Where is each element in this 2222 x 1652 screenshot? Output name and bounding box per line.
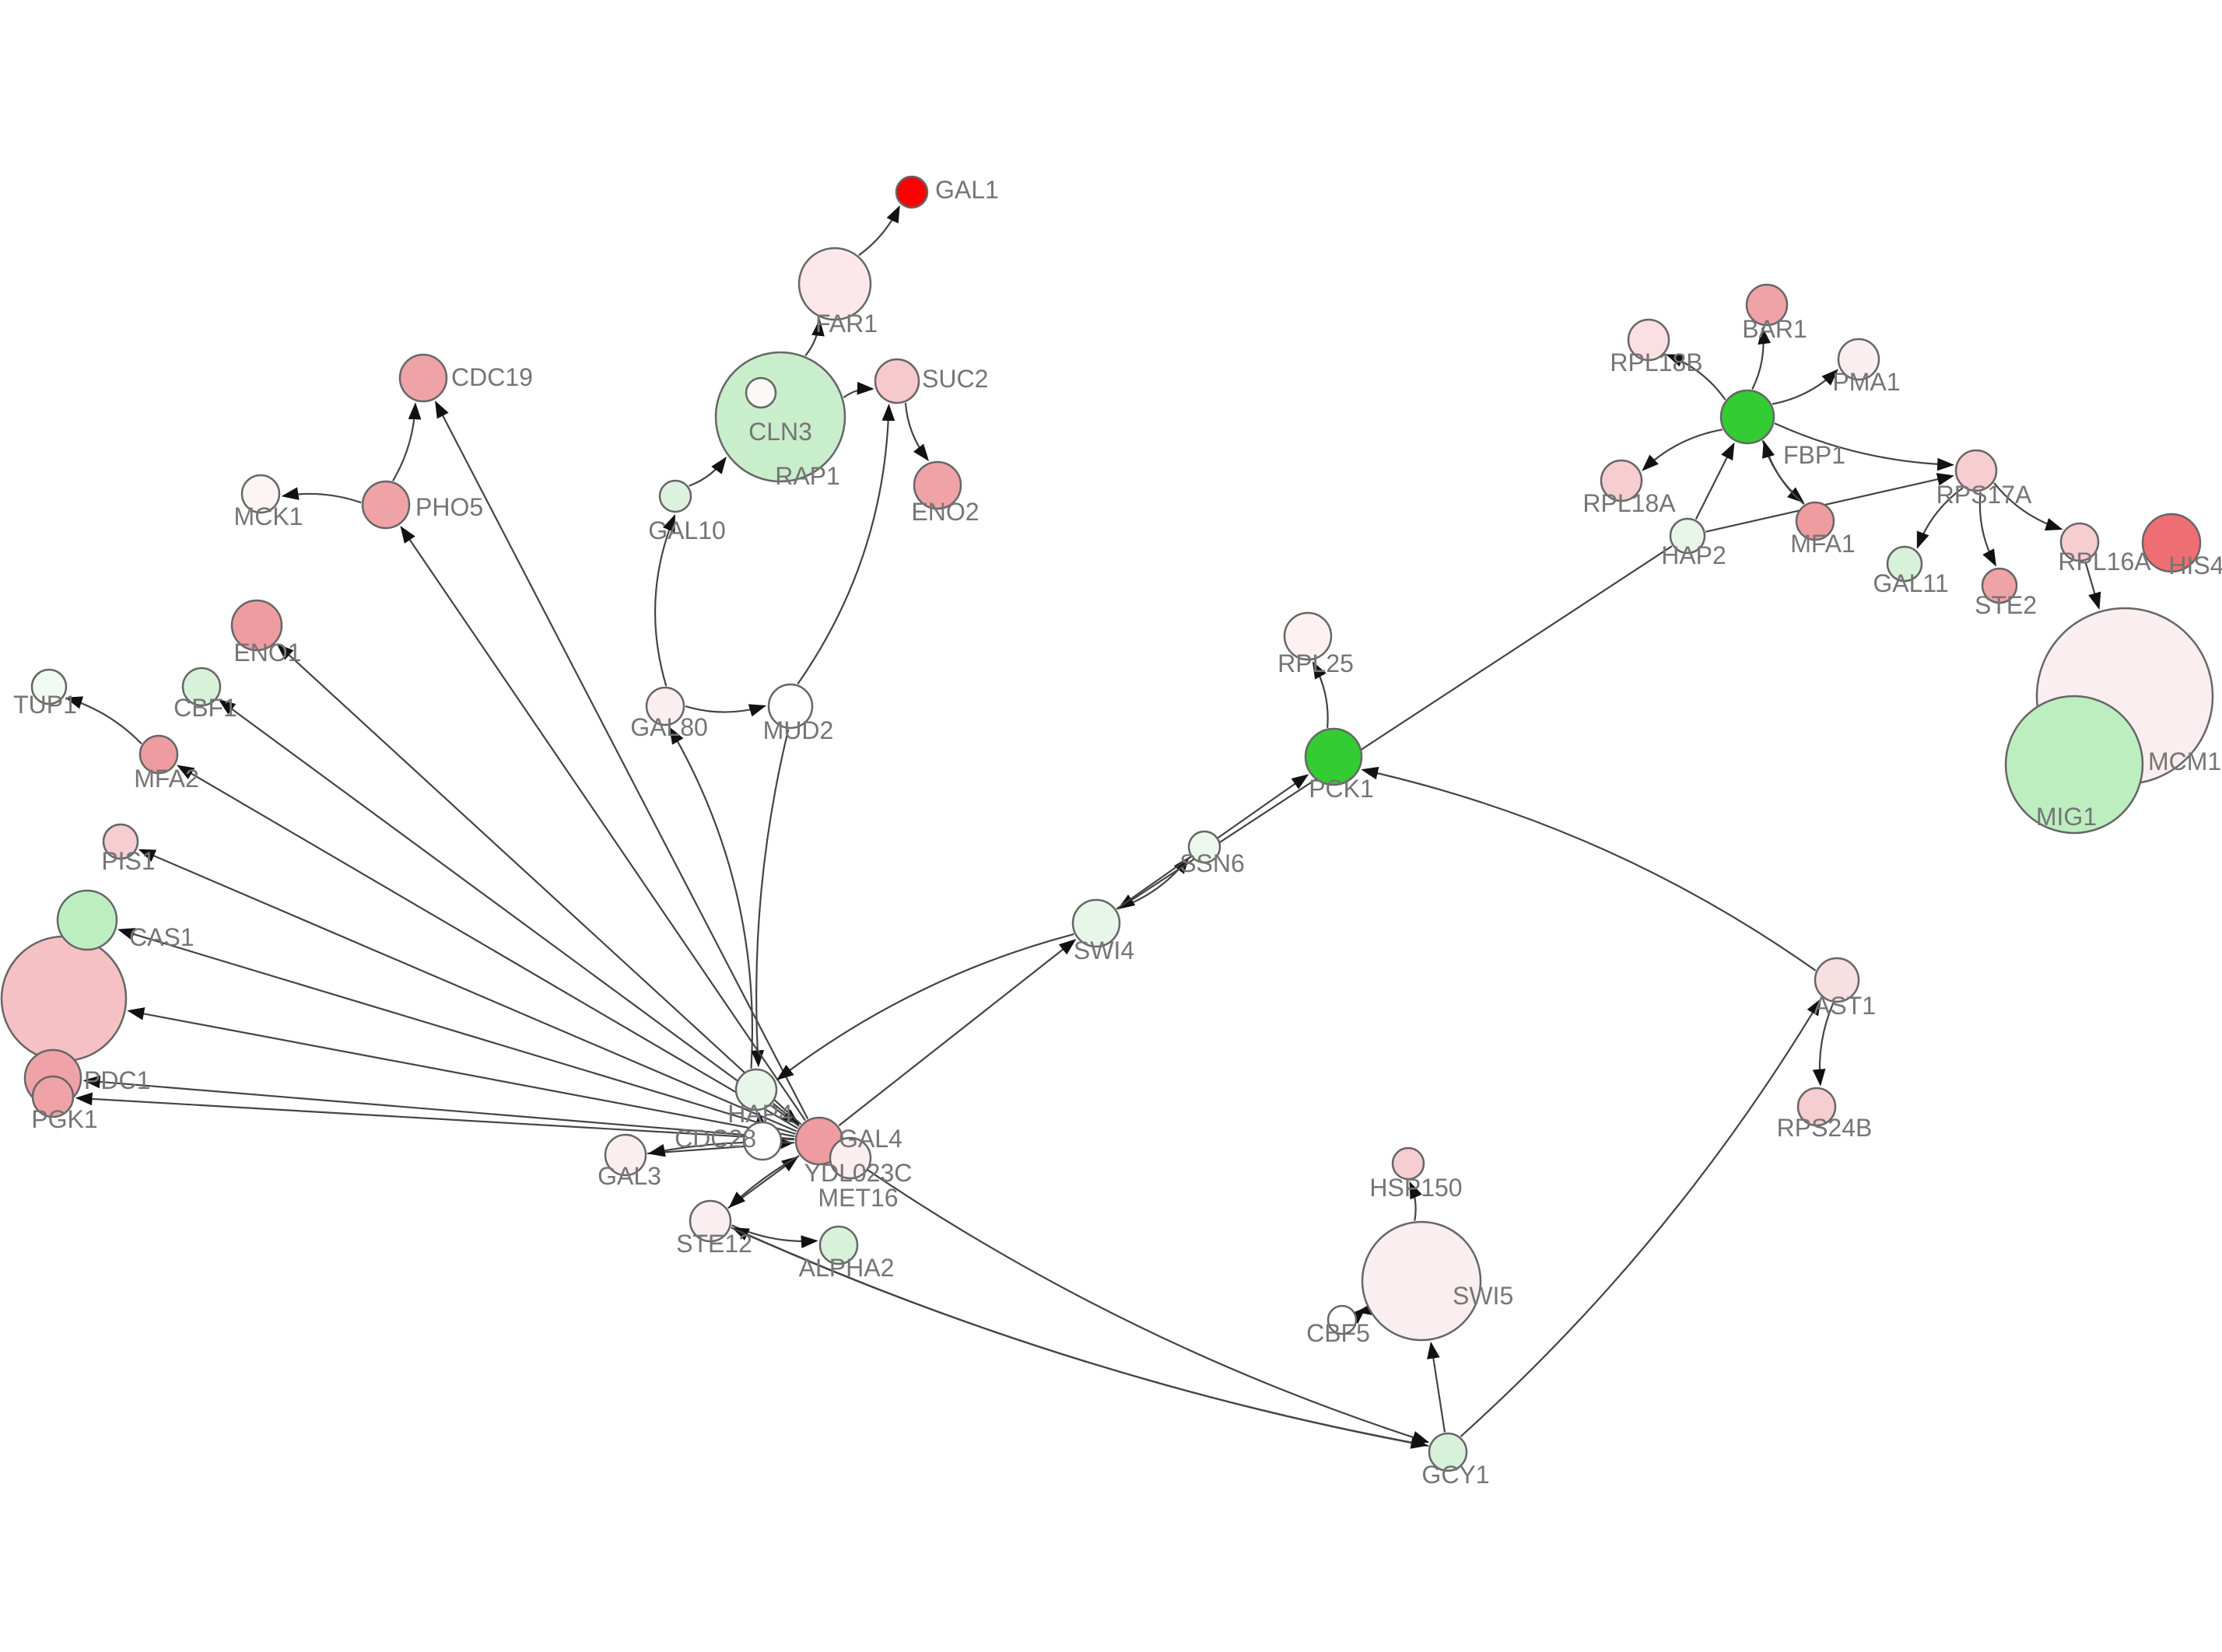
svg-text:PGK1: PGK1: [31, 1105, 97, 1133]
svg-text:MIG1: MIG1: [2036, 803, 2097, 831]
svg-text:SWI4: SWI4: [1074, 936, 1134, 964]
svg-text:GAL4: GAL4: [839, 1125, 902, 1153]
svg-text:RAP1: RAP1: [775, 462, 840, 490]
svg-text:HIS4: HIS4: [2168, 551, 2222, 579]
svg-text:SUC2: SUC2: [922, 365, 988, 393]
svg-text:FAR1: FAR1: [815, 310, 878, 338]
svg-text:FBP1: FBP1: [1783, 441, 1845, 469]
svg-text:SSN6: SSN6: [1179, 849, 1245, 877]
svg-text:RPL25: RPL25: [1277, 649, 1354, 677]
svg-text:HSP150: HSP150: [1369, 1174, 1462, 1202]
svg-text:GAL1: GAL1: [935, 176, 999, 204]
svg-text:MFA1: MFA1: [1790, 530, 1856, 558]
svg-text:RPL18B: RPL18B: [1610, 348, 1702, 376]
svg-text:RPL16A: RPL16A: [2058, 548, 2151, 576]
svg-text:CBF5: CBF5: [1306, 1319, 1370, 1347]
svg-text:PDC1: PDC1: [84, 1066, 150, 1094]
svg-text:STE12: STE12: [676, 1230, 752, 1258]
svg-text:HAP4: HAP4: [727, 1100, 793, 1128]
svg-text:CAS1: CAS1: [129, 923, 195, 951]
svg-text:GAL10: GAL10: [648, 516, 726, 544]
svg-text:GAL11: GAL11: [1873, 569, 1948, 597]
svg-text:ENO1: ENO1: [233, 639, 301, 667]
svg-text:RPS24B: RPS24B: [1777, 1114, 1873, 1142]
svg-text:PCK1: PCK1: [1309, 775, 1374, 803]
svg-text:CLN3: CLN3: [748, 418, 812, 446]
svg-text:HAP2: HAP2: [1661, 541, 1726, 569]
svg-text:AST1: AST1: [1814, 992, 1876, 1020]
svg-text:ENO2: ENO2: [911, 498, 979, 526]
svg-text:GCY1: GCY1: [1421, 1461, 1489, 1489]
svg-text:MET16: MET16: [818, 1184, 898, 1212]
svg-text:STE2: STE2: [1975, 591, 2037, 619]
svg-text:MUD2: MUD2: [763, 716, 834, 744]
svg-text:MFA2: MFA2: [134, 765, 199, 793]
svg-text:PHO5: PHO5: [415, 493, 483, 521]
svg-text:RPS17A: RPS17A: [1936, 481, 2032, 509]
svg-text:MCK1: MCK1: [234, 502, 303, 530]
svg-text:YDL023C: YDL023C: [804, 1159, 913, 1187]
svg-text:ALPHA2: ALPHA2: [799, 1254, 895, 1282]
svg-text:CBF1: CBF1: [173, 694, 237, 722]
svg-text:CDC28: CDC28: [675, 1125, 756, 1153]
svg-text:MCM1: MCM1: [2148, 747, 2221, 775]
svg-text:RPL18A: RPL18A: [1582, 489, 1676, 517]
svg-text:TUP1: TUP1: [13, 691, 77, 719]
svg-text:PIS1: PIS1: [101, 847, 155, 875]
svg-text:CDC19: CDC19: [451, 363, 533, 391]
svg-text:SWI5: SWI5: [1453, 1282, 1513, 1310]
svg-text:BAR1: BAR1: [1742, 315, 1807, 343]
svg-text:PMA1: PMA1: [1832, 368, 1900, 396]
svg-text:GAL3: GAL3: [598, 1162, 661, 1190]
svg-text:GAL80: GAL80: [630, 713, 708, 741]
